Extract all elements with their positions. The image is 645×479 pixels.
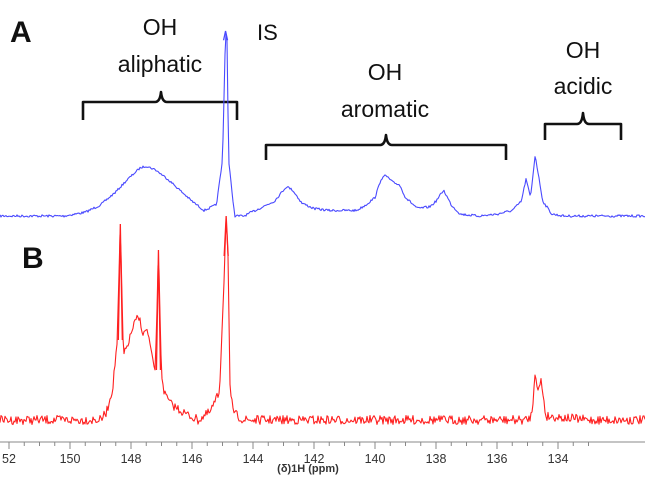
x-tick-label: 134	[548, 452, 569, 466]
acidic-label-line2: acidic	[554, 73, 613, 99]
x-axis-title: (δ)1H (ppm)	[277, 463, 339, 475]
aromatic-label-line2: aromatic	[341, 96, 429, 122]
acidic-bracket	[543, 111, 623, 140]
aliphatic-bracket	[81, 90, 239, 120]
x-tick-label: 142	[304, 452, 325, 466]
spectra-layer	[0, 30, 645, 426]
acidic-label-line1: OH	[566, 37, 601, 63]
aliphatic-label-line1: OH	[143, 14, 178, 40]
x-tick-label: 136	[487, 452, 508, 466]
x-tick-label: 52	[2, 452, 16, 466]
spectrum-line-panel-b	[0, 221, 645, 426]
x-tick-label: 144	[243, 452, 264, 466]
panel-label-a: A	[10, 16, 32, 49]
x-axis-ticks: 52 150 148 146 144 142 140 138 136 134	[2, 442, 589, 466]
x-tick-label: 148	[121, 452, 142, 466]
peak-panel-b-5	[117, 223, 123, 341]
panel-label-b: B	[22, 242, 44, 275]
internal-standard-label: IS	[257, 20, 278, 45]
peak-panel-b-26	[223, 215, 229, 257]
x-tick-label: 150	[60, 452, 81, 466]
peak-panel-a-15	[222, 30, 229, 41]
x-tick-label: 140	[365, 452, 386, 466]
aromatic-bracket	[264, 133, 508, 160]
aromatic-label-line1: OH	[368, 59, 403, 85]
aliphatic-label-line2: aliphatic	[118, 51, 202, 77]
x-tick-label: 138	[426, 452, 447, 466]
x-tick-label: 146	[182, 452, 203, 466]
spectrum-line-panel-a	[0, 33, 645, 218]
peak-panel-b-16	[155, 249, 162, 371]
